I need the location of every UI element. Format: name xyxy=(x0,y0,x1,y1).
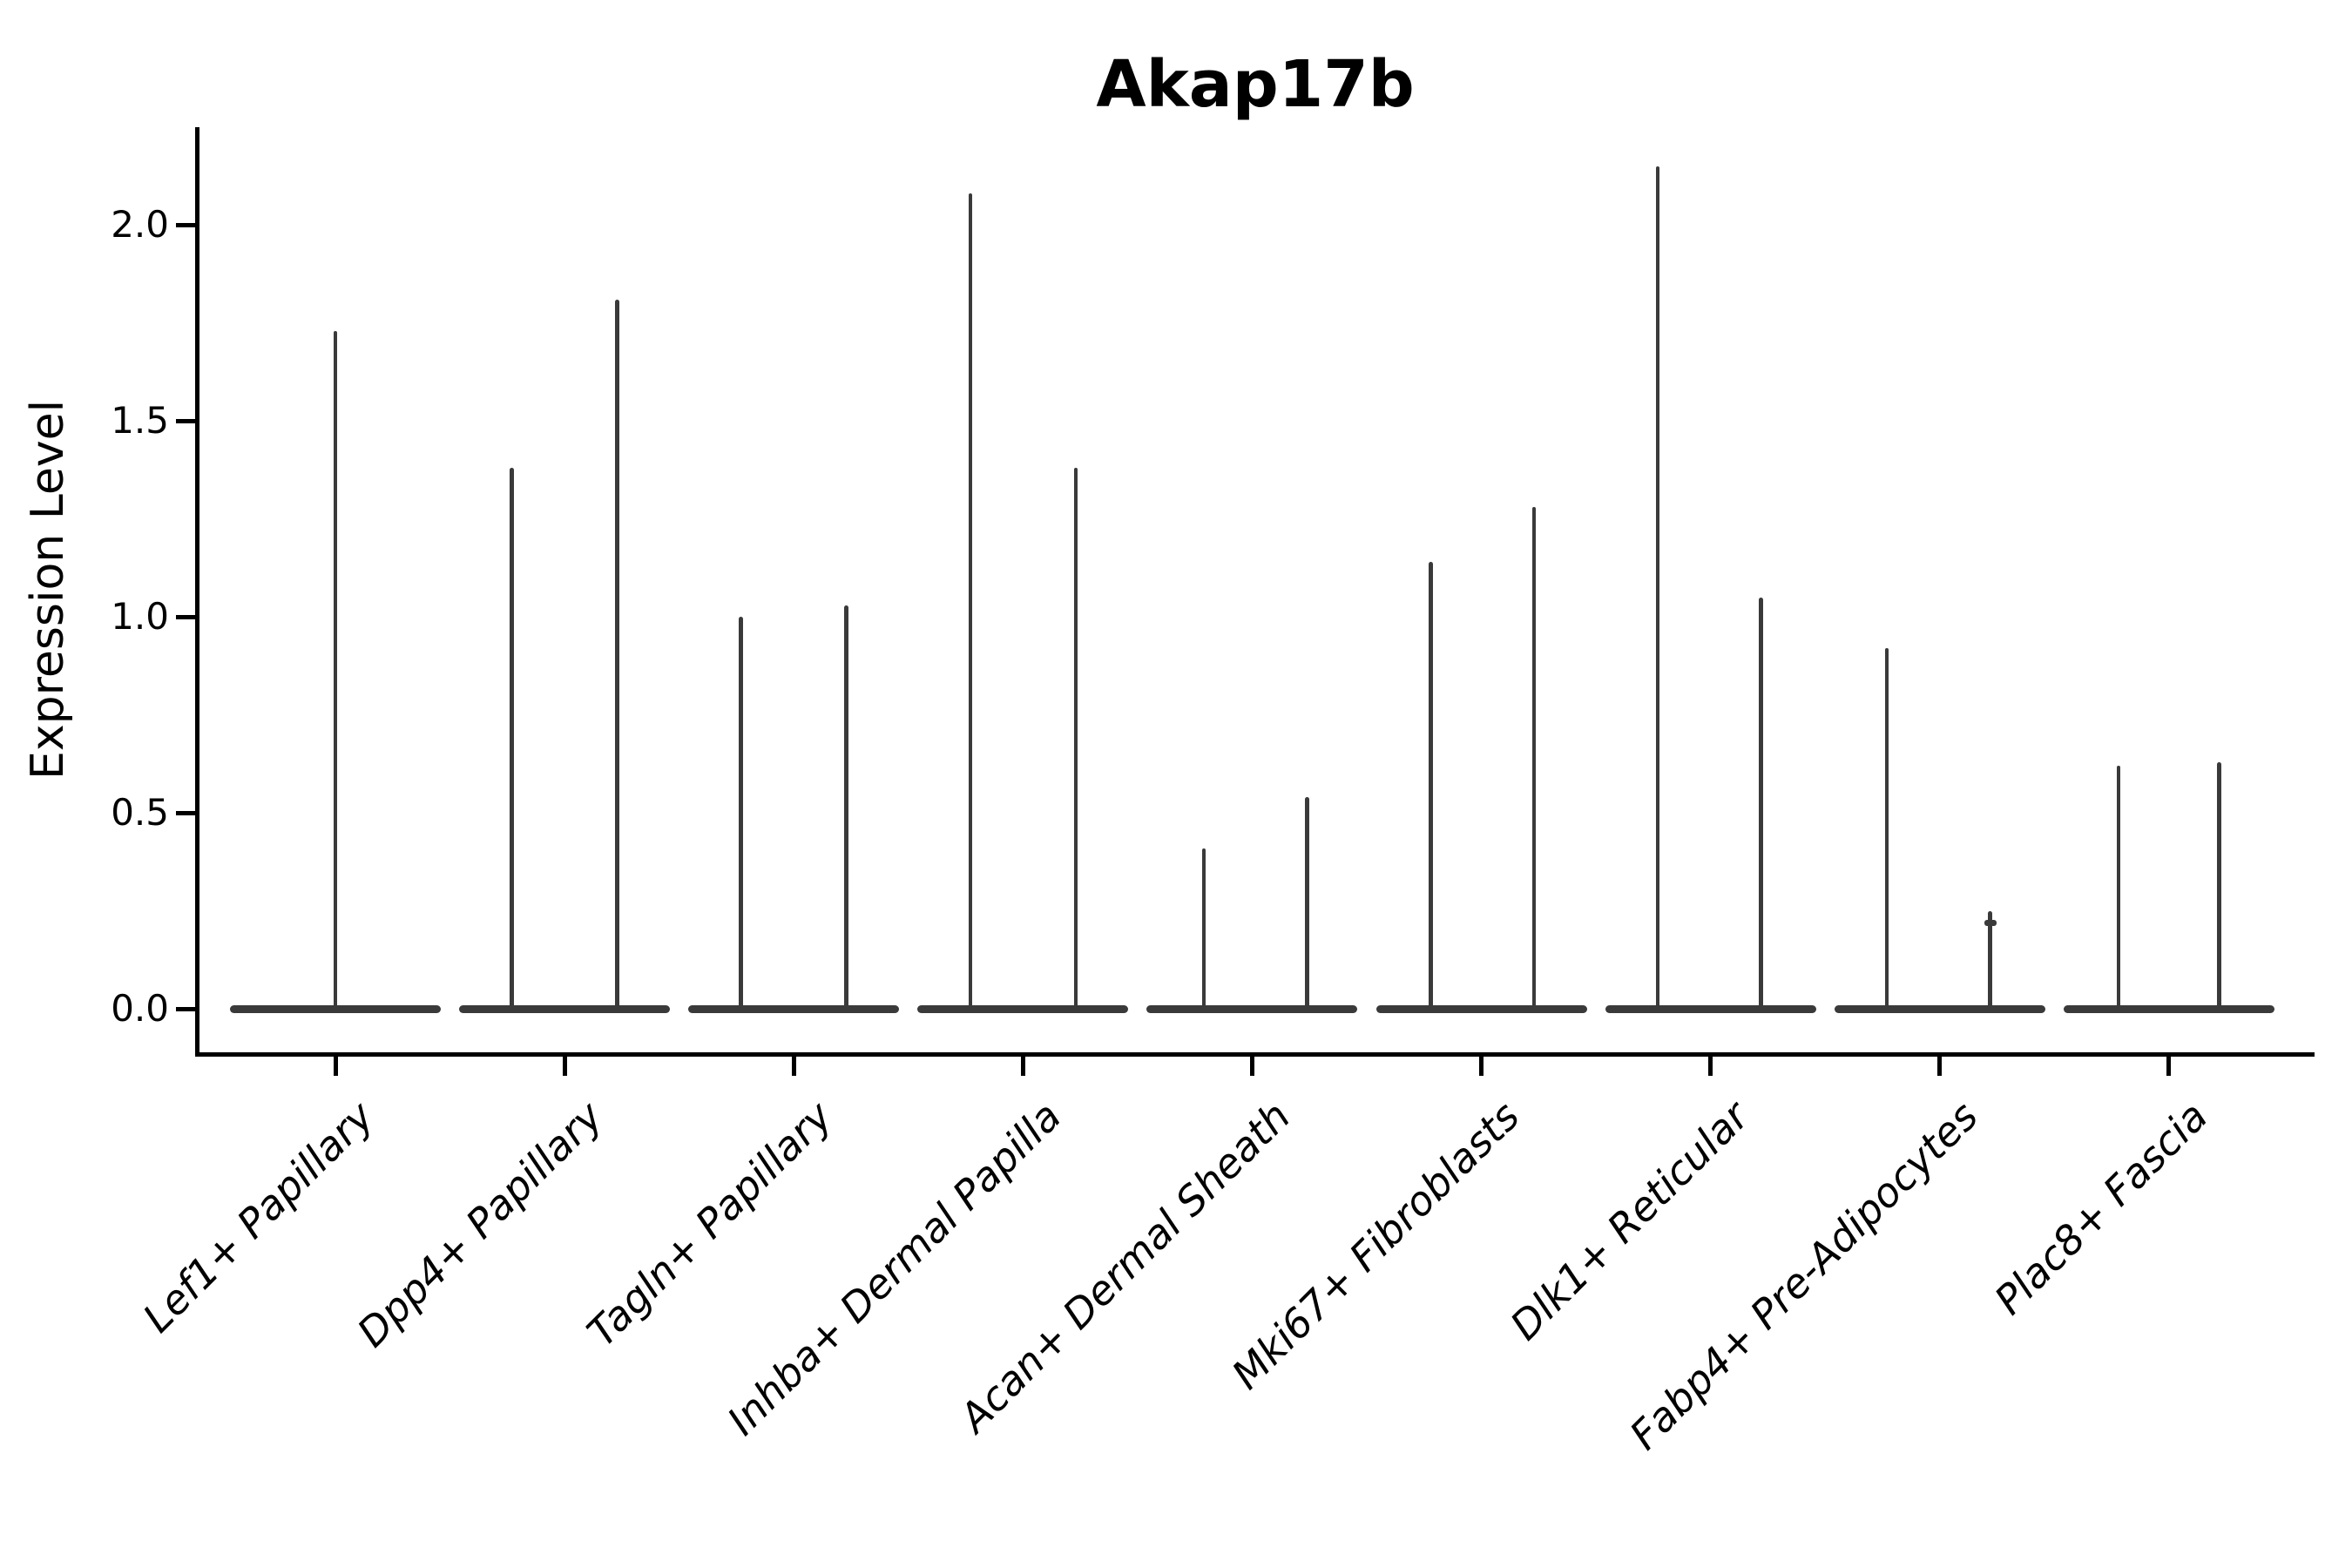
violin-spike xyxy=(1429,562,1433,1013)
violin-spike xyxy=(1531,507,1537,1013)
y-tick xyxy=(176,418,195,423)
violin-baseline xyxy=(1375,1004,1587,1013)
y-tick xyxy=(176,810,195,815)
violin-baseline xyxy=(2063,1004,2274,1013)
x-axis xyxy=(195,1052,2315,1057)
x-tick xyxy=(562,1057,567,1076)
x-tick xyxy=(1708,1057,1713,1076)
violin-spike xyxy=(1759,597,1763,1013)
x-tick xyxy=(1020,1057,1025,1076)
x-tick-label: Tagln+ Papillary xyxy=(578,1092,841,1356)
violin-baseline xyxy=(1605,1004,1816,1013)
violin-spike xyxy=(1201,848,1206,1013)
x-tick-label: Lef1+ Papillary xyxy=(133,1092,383,1342)
x-tick-label: Dpp4+ Papillary xyxy=(348,1092,612,1356)
y-tick-label: 0.0 xyxy=(111,987,169,1030)
violin-spike xyxy=(510,468,514,1013)
x-tick xyxy=(1937,1057,1943,1076)
violin-spike xyxy=(2217,761,2221,1013)
violin-spike xyxy=(333,330,338,1013)
violin-baseline xyxy=(1146,1004,1358,1013)
y-tick-label: 1.5 xyxy=(111,399,169,442)
x-tick xyxy=(791,1057,796,1076)
y-tick-label: 1.0 xyxy=(111,595,169,638)
x-tick xyxy=(1249,1057,1254,1076)
chart-title: Akap17b xyxy=(1096,47,1415,122)
violin-baseline xyxy=(688,1004,900,1013)
x-tick xyxy=(1479,1057,1484,1076)
y-axis xyxy=(195,127,199,1057)
violin-baseline xyxy=(917,1004,1129,1013)
violin-spike xyxy=(968,193,973,1013)
x-tick xyxy=(333,1057,338,1076)
y-tick xyxy=(176,222,195,227)
y-tick xyxy=(176,614,195,619)
x-tick-label: Plac8+ Fascia xyxy=(1984,1092,2216,1324)
y-tick-label: 2.0 xyxy=(111,203,169,246)
violin-spike xyxy=(615,299,619,1013)
violin-spike xyxy=(1073,468,1078,1013)
violin-spike-nub xyxy=(1984,920,1997,926)
x-tick xyxy=(2166,1057,2172,1076)
y-tick xyxy=(176,1006,195,1011)
violin-spike xyxy=(739,617,743,1013)
violin-baseline xyxy=(459,1004,671,1013)
violin-spike xyxy=(1305,797,1309,1013)
y-tick-label: 0.5 xyxy=(111,791,169,834)
violin-spike xyxy=(2116,766,2121,1013)
violin-spike xyxy=(1988,910,1992,1013)
violin-baseline xyxy=(1834,1004,2045,1013)
violin-spike xyxy=(1655,166,1660,1013)
x-tick-label: Dlk1+ Reticular xyxy=(1501,1092,1758,1349)
violin-spike xyxy=(1884,648,1889,1013)
violin-spike xyxy=(844,605,848,1013)
